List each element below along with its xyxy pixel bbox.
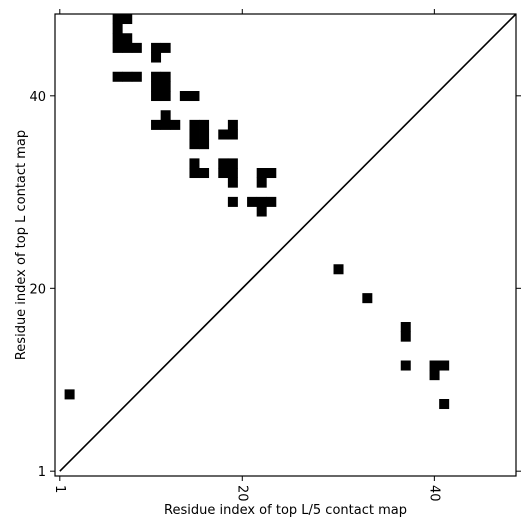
contact-cell [151,42,162,53]
contact-cell [333,264,344,275]
contact-cell [151,91,162,102]
contact-cell [112,14,123,25]
contact-cell [122,33,133,44]
contact-cell [112,33,123,44]
contact-cell [400,322,411,333]
contact-cell [160,71,171,82]
contact-cell [199,139,210,150]
y-axis-ticks: 1 20 40 [29,90,521,480]
contact-cell [189,168,200,179]
contact-cell [131,42,142,53]
contact-cell [160,81,171,92]
contact-cell [189,129,200,140]
x-axis-ticks: 1 20 40 [52,9,441,502]
contact-cell [439,399,450,410]
contact-cell [160,119,171,130]
contact-cell [160,91,171,102]
contact-cell [227,119,238,130]
contact-cell [64,389,75,400]
contact-cell [189,158,200,169]
x-tick-label: 40 [426,485,441,502]
contact-cell [170,119,181,130]
contact-cell [189,139,200,150]
contact-cell [227,158,238,169]
contact-cell [112,23,123,34]
contact-cell [266,168,277,179]
y-tick-label: 1 [38,465,46,480]
contact-cell [266,196,277,207]
contact-cell [122,14,133,25]
contact-cell [199,129,210,140]
contact-cell [160,42,171,53]
contact-cell [256,168,267,179]
contact-cell [227,168,238,179]
contact-cell [218,158,229,169]
contact-cell [189,91,200,102]
contact-cell [400,331,411,342]
x-axis-label: Residue index of top L/5 contact map [164,503,407,518]
x-tick-label: 20 [234,485,249,502]
contact-cell [122,42,133,53]
contact-cell [256,206,267,217]
contact-cell [256,196,267,207]
lower-triangle-contacts [64,264,450,410]
contact-cell [247,196,258,207]
contact-cell [256,177,267,188]
contact-cell [112,71,123,82]
contact-cell [362,293,373,304]
contact-cell [227,196,238,207]
contact-cell [151,81,162,92]
y-axis-label: Residue index of top L contact map [14,130,29,360]
contact-cell [199,168,210,179]
y-tick-label: 40 [29,90,46,105]
contact-cell [112,42,123,53]
y-tick-label: 20 [29,282,46,297]
contact-cell [151,119,162,130]
contact-cell [400,360,411,371]
contact-cell [227,177,238,188]
contact-cell [160,110,171,121]
contact-cell [218,129,229,140]
contact-cell [429,370,440,381]
contact-cell [439,360,450,371]
contact-cell [179,91,190,102]
contact-cell [122,71,133,82]
upper-triangle-contacts [112,14,277,217]
contact-cell [151,71,162,82]
x-tick-label: 1 [52,485,67,493]
contact-cell [189,119,200,130]
plot-frame [54,13,517,477]
contact-cell [227,129,238,140]
contact-cell [199,119,210,130]
contact-cell [151,52,162,63]
contact-cell [429,360,440,371]
diagonal-line [59,13,517,472]
contact-cell [218,168,229,179]
contact-cell [131,71,142,82]
